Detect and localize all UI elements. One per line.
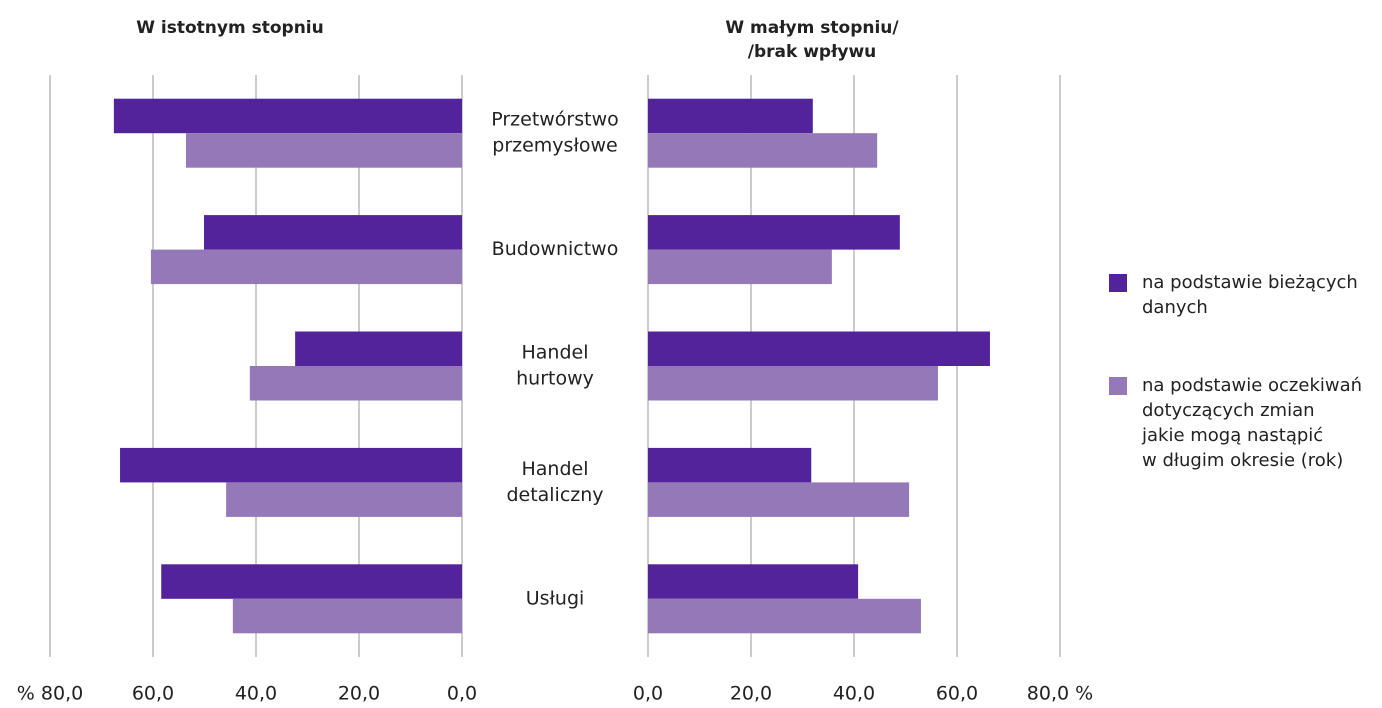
bar [203, 215, 463, 250]
x-tick-label: 20,0 [338, 683, 380, 705]
category-label: Handel [521, 342, 588, 364]
x-tick-label: 40,0 [833, 683, 875, 705]
x-tick-label: 80,0 % [1027, 683, 1093, 705]
bar [226, 482, 462, 517]
x-tick-label: 60,0 [132, 683, 174, 705]
bar [648, 564, 859, 599]
x-tick-label: 0,0 [633, 683, 663, 705]
bar [648, 98, 813, 134]
bar [150, 249, 462, 285]
bar [249, 366, 462, 401]
legend-label: dotyczących zmian [1142, 400, 1315, 421]
bar [120, 447, 462, 483]
category-label: Handel [521, 458, 588, 480]
bar [648, 249, 832, 285]
x-tick-label: % 80,0 [17, 683, 83, 705]
bar [648, 447, 812, 483]
x-tick-label: 40,0 [235, 683, 277, 705]
category-label: Przetwórstwo [491, 109, 619, 131]
legend-swatch [1109, 377, 1127, 395]
category-label: Budownictwo [492, 238, 619, 260]
bar [648, 598, 921, 634]
bar [232, 598, 462, 634]
legend-swatch [1109, 274, 1127, 292]
bar [113, 98, 463, 134]
category-label: detaliczny [506, 484, 603, 506]
bar [161, 564, 463, 599]
bar [648, 482, 910, 517]
category-label: Usługi [526, 587, 585, 609]
x-tick-label: 0,0 [447, 683, 477, 705]
x-tick-label: 20,0 [730, 683, 772, 705]
legend-label: na podstawie oczekiwań [1142, 375, 1362, 396]
legend-label: w długim okresie (rok) [1142, 450, 1343, 471]
bar [185, 133, 462, 168]
category-label: hurtowy [516, 368, 594, 390]
category-label: przemysłowe [492, 135, 617, 157]
x-tick-label: 60,0 [936, 683, 978, 705]
legend-label: danych [1142, 297, 1208, 318]
legend-label: jakie mogą nastąpić [1141, 425, 1323, 446]
bar [648, 331, 990, 366]
legend-label: na podstawie bieżących [1142, 272, 1358, 293]
panel-title: W istotnym stopniu [136, 18, 324, 38]
bar [648, 133, 878, 168]
panel-title: /brak wpływu [748, 42, 877, 62]
bar [648, 215, 900, 250]
panel-title: W małym stopniu/ [725, 18, 899, 38]
bar [295, 331, 462, 366]
bar [648, 366, 938, 401]
